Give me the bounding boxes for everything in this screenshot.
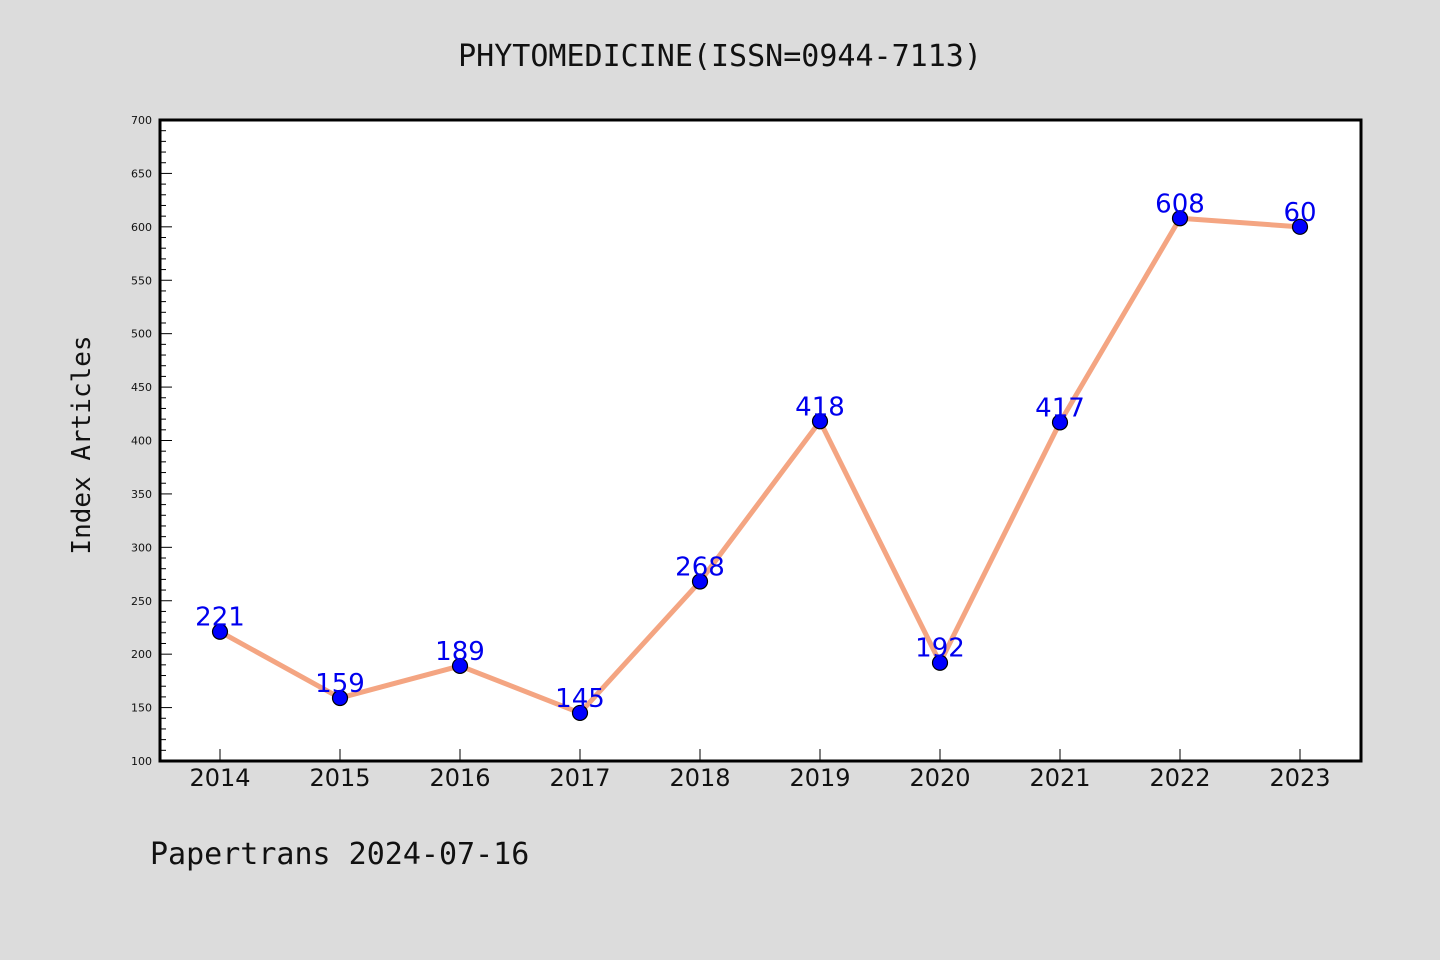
- series-line-group: [217, 215, 1303, 716]
- y-tick-label: 650: [131, 167, 152, 180]
- data-point-marker: [1051, 414, 1069, 431]
- y-tick-label: 350: [131, 488, 152, 501]
- data-point-marker: [451, 657, 469, 675]
- data-point-marker: [571, 704, 589, 722]
- y-tick-label: 550: [131, 274, 152, 287]
- data-point-marker: [211, 623, 229, 640]
- data-label: 608: [1155, 189, 1205, 219]
- data-point-marker: [1171, 210, 1189, 227]
- data-point-marker: [931, 654, 949, 671]
- x-tick-label: 2018: [669, 764, 730, 792]
- data-label: 60: [1283, 198, 1316, 228]
- y-tick-label: 150: [131, 702, 152, 715]
- y-tick-label: 450: [131, 381, 152, 394]
- y-axis-ticks: 100 150 200 250 300 350 400 450 500 550 600 650 700: [131, 114, 172, 768]
- data-label: 268: [675, 553, 725, 583]
- x-axis-ticks: 2014 2015 2016 2017 2018 2019 2020 2021 2022 2023: [189, 749, 1331, 792]
- y-tick-label: 200: [131, 648, 152, 661]
- x-tick-label: 2017: [549, 764, 610, 792]
- data-point-marker: [811, 413, 829, 430]
- x-tick-label: 2016: [429, 764, 490, 792]
- y-tick-label: 400: [131, 435, 152, 448]
- x-tick-label: 2019: [789, 764, 850, 792]
- data-label: 189: [435, 637, 485, 667]
- x-tick-label: 2023: [1269, 764, 1330, 792]
- series-line: [217, 215, 1303, 716]
- x-tick-label: 2020: [909, 764, 970, 792]
- x-tick-label: 2015: [309, 764, 370, 792]
- x-tick-label: 2022: [1149, 764, 1210, 792]
- chart-title: PHYTOMEDICINE(ISSN=0944-7113): [458, 39, 982, 74]
- data-label: 145: [555, 684, 605, 714]
- y-tick-label: 250: [131, 595, 152, 608]
- data-label-group: 221 159 189 145 268 418 192 417 608 60: [195, 189, 1316, 714]
- y-tick-label: 700: [131, 114, 152, 127]
- data-point-marker: [331, 689, 349, 707]
- y-axis-label: Index Articles: [67, 335, 97, 554]
- data-label: 192: [915, 634, 965, 664]
- y-tick-label: 300: [131, 541, 152, 554]
- y-tick-label: 500: [131, 328, 152, 341]
- x-tick-label: 2014: [189, 764, 250, 792]
- x-tick-label: 2021: [1029, 764, 1090, 792]
- data-point-group: [211, 210, 1309, 722]
- data-label: 221: [195, 603, 245, 633]
- data-label: 159: [315, 669, 365, 699]
- y-tick-label: 100: [131, 755, 152, 768]
- y-tick-label: 600: [131, 221, 152, 234]
- data-point-marker: [1291, 218, 1309, 235]
- plot-area: [158, 118, 1363, 763]
- data-point-marker: [691, 573, 709, 590]
- data-label: 417: [1035, 393, 1085, 423]
- footer-source-date: Papertrans 2024-07-16: [150, 837, 529, 872]
- data-label: 418: [795, 392, 845, 422]
